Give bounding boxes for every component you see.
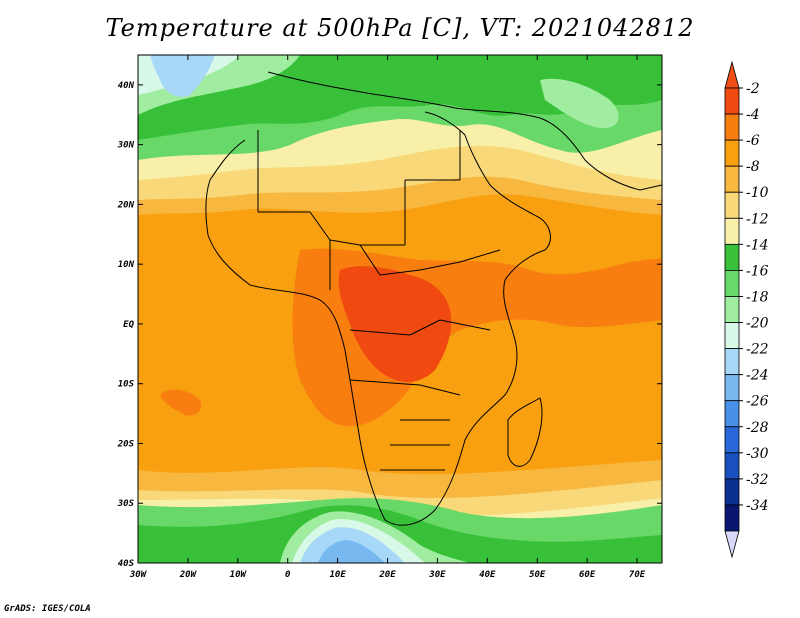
colorbar: -2 -4 -6 -8 -10 -12 -14 -16 -18 -20 -22 -24 -26 -28 -3… xyxy=(724,60,769,559)
colorbar-label: -8 xyxy=(746,159,760,175)
x-tick-label: 30W xyxy=(129,570,148,580)
chart-title: Temperature at 500hPa [C], VT: 202104281… xyxy=(105,14,695,42)
colorbar-swatch xyxy=(724,139,740,167)
plot-frame xyxy=(137,54,663,564)
x-tick-label: 10W xyxy=(230,570,248,580)
x-tick-label: 0 xyxy=(285,570,291,580)
colorbar-label: -20 xyxy=(746,316,769,332)
colorbar-label: -10 xyxy=(746,185,769,201)
x-tick-label: 10E xyxy=(329,570,346,580)
x-tick-label: 50E xyxy=(529,570,546,580)
x-tick-label: 20E xyxy=(378,570,396,580)
colorbar-label: -26 xyxy=(746,394,769,410)
y-tick-label: 40N xyxy=(118,81,135,91)
y-tick-label: 10S xyxy=(118,380,135,390)
y-tick-label: 40S xyxy=(118,559,135,569)
colorbar-swatch xyxy=(724,322,740,349)
temperature-field xyxy=(138,55,662,563)
colorbar-swatch xyxy=(724,217,740,245)
x-axis-ticks: 30W 20W 10W 0 10E 20E 30E 40E 50E 60E 70E xyxy=(129,55,646,580)
y-tick-label: 10N xyxy=(118,260,135,270)
colorbar-swatch xyxy=(724,191,740,219)
colorbar-label: -28 xyxy=(746,420,769,436)
y-axis-ticks: 40N 30N 20N 10N EQ 10S 20S 30S 40S xyxy=(117,81,662,569)
colorbar-swatch xyxy=(724,478,740,506)
credit-label: GrADS: IGES/COLA xyxy=(4,604,91,614)
x-tick-label: 20W xyxy=(179,570,198,580)
colorbar-label: -14 xyxy=(746,237,769,253)
x-tick-label: 60E xyxy=(579,570,596,580)
x-tick-label: 70E xyxy=(629,570,646,580)
colorbar-swatch xyxy=(724,243,740,271)
colorbar-label: -18 xyxy=(746,289,769,305)
y-tick-label: EQ xyxy=(123,320,134,330)
colorbar-label: -32 xyxy=(746,472,769,488)
colorbar-label: -12 xyxy=(746,211,769,227)
coastline-borders xyxy=(205,71,662,526)
colorbar-label: -22 xyxy=(746,342,769,358)
y-tick-label: 20N xyxy=(117,200,135,210)
colorbar-swatch xyxy=(724,374,740,402)
colorbar-label: -24 xyxy=(746,368,769,384)
y-tick-label: 30S xyxy=(117,499,135,509)
colorbar-swatch xyxy=(724,400,740,428)
colorbar-swatch xyxy=(724,452,740,480)
colorbar-swatch xyxy=(724,504,740,532)
colorbar-swatch xyxy=(724,348,740,376)
colorbar-label: -2 xyxy=(746,81,760,97)
colorbar-label: -30 xyxy=(746,446,769,462)
colorbar-swatch xyxy=(724,270,740,297)
colorbar-swatch xyxy=(724,113,740,141)
colorbar-swatch xyxy=(724,87,740,115)
x-tick-label: 40E xyxy=(479,570,496,580)
colorbar-bottom-arrow xyxy=(724,530,740,559)
x-tick-label: 30E xyxy=(428,570,446,580)
colorbar-top-arrow xyxy=(724,60,740,89)
colorbar-label: -16 xyxy=(746,263,769,279)
colorbar-label: -6 xyxy=(746,133,760,149)
colorbar-label: -34 xyxy=(746,498,769,514)
y-tick-label: 30N xyxy=(117,141,135,151)
y-tick-label: 20S xyxy=(117,439,135,449)
colorbar-swatch xyxy=(724,426,740,454)
colorbar-swatch xyxy=(724,165,740,193)
colorbar-label: -4 xyxy=(746,107,760,123)
colorbar-swatch xyxy=(724,296,740,323)
